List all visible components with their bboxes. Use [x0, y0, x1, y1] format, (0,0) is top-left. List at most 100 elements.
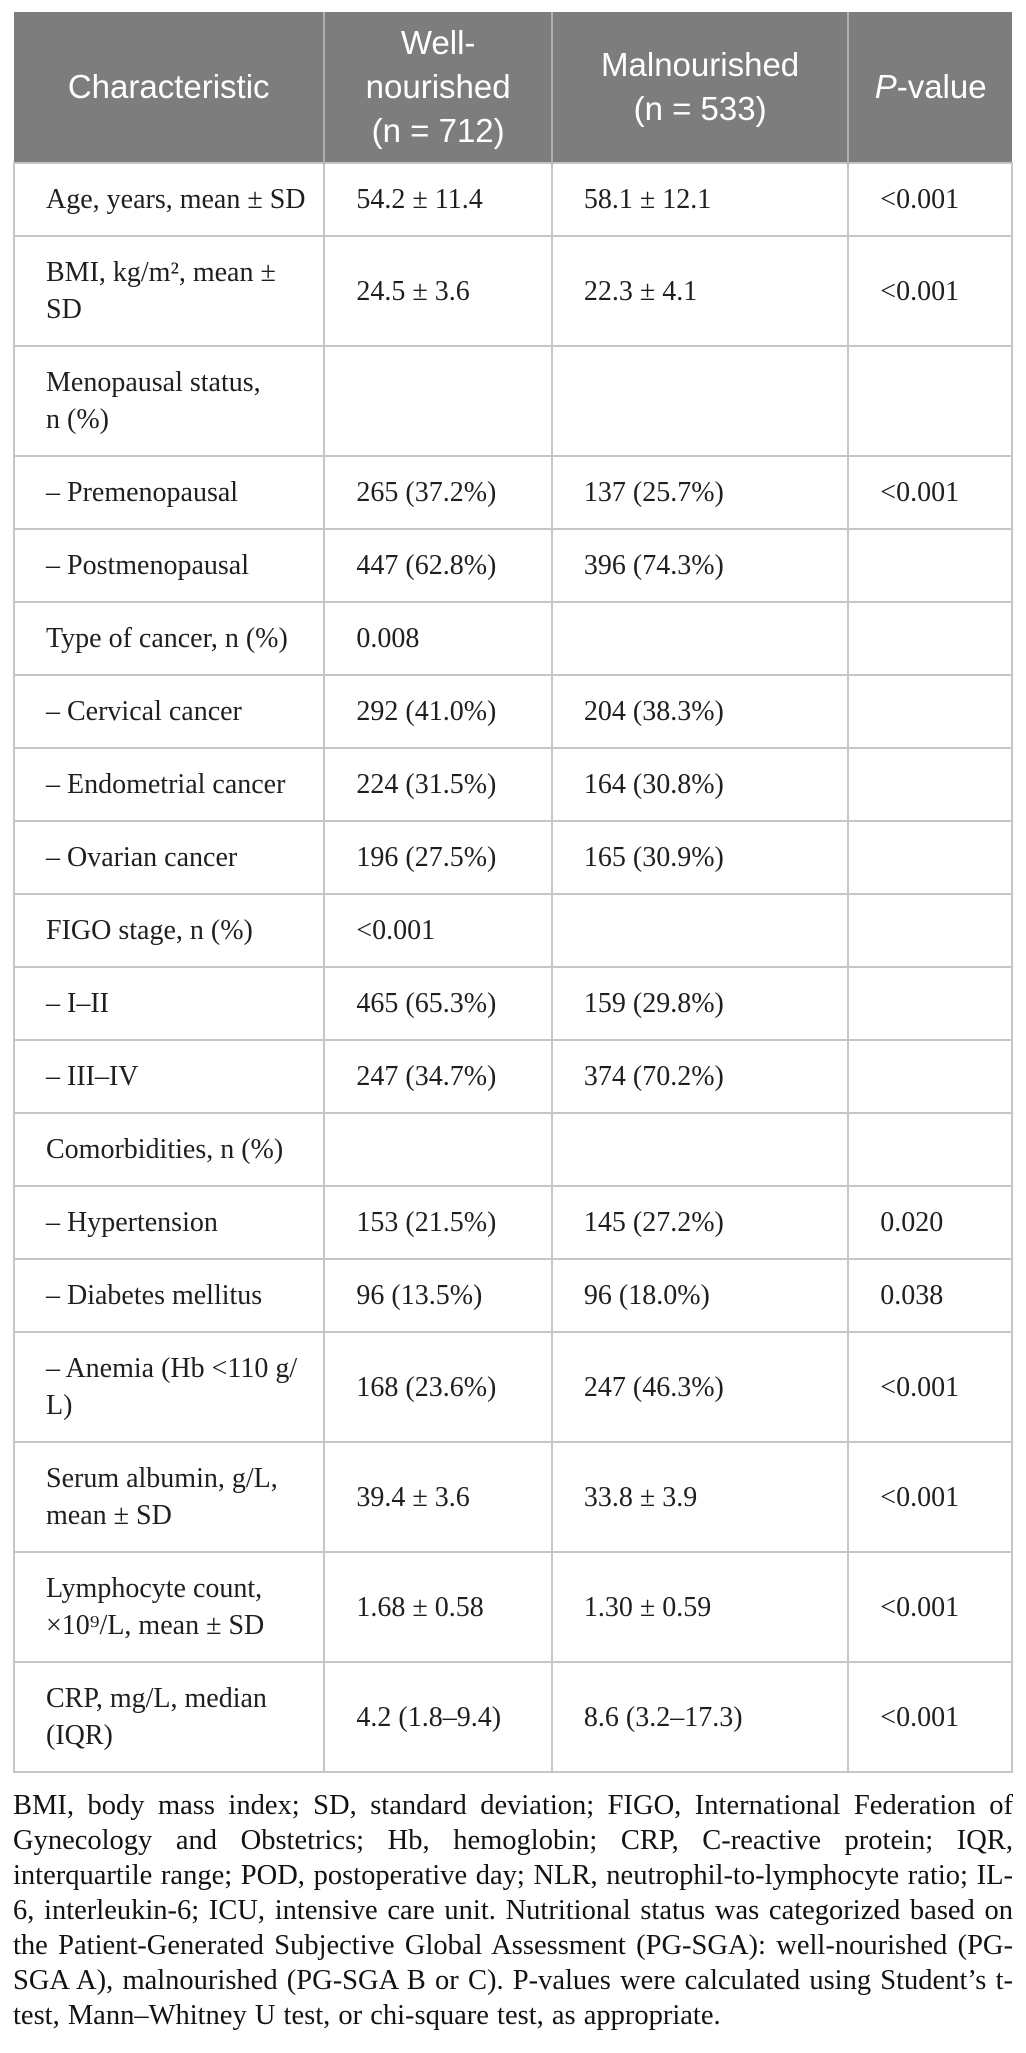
row-label: Comorbidities, n (%): [12, 1112, 326, 1187]
table-row-crp: CRP, mg/L, median (IQR) 4.2 (1.8–9.4) 8.…: [12, 1661, 1013, 1773]
header-well-nourished: Well- nourished (n = 712): [323, 12, 552, 163]
well-nourished-value: 153 (21.5%): [323, 1185, 553, 1260]
malnourished-value: 204 (38.3%): [550, 674, 850, 749]
table-row-cervical-cancer: – Cervical cancer 292 (41.0%) 204 (38.3%…: [12, 674, 1013, 749]
well-nourished-value: 1.68 ± 0.58: [323, 1551, 553, 1663]
well-nourished-value: 447 (62.8%): [323, 528, 553, 603]
row-label: – I–II: [12, 966, 326, 1041]
row-label: FIGO stage, n (%): [12, 893, 326, 968]
p-value: <0.001: [847, 162, 1013, 237]
table-footnote: BMI, body mass index; SD, standard devia…: [13, 1790, 1013, 2031]
well-nourished-value: 224 (31.5%): [323, 747, 553, 822]
well-nourished-value: 265 (37.2%): [323, 455, 553, 530]
p-value: <0.001: [847, 1331, 1013, 1443]
table-header: Characteristic Well- nourished (n = 712)…: [14, 12, 1012, 163]
well-nourished-value: 24.5 ± 3.6: [323, 235, 553, 347]
p-value: [847, 528, 1013, 603]
table-row-anemia: – Anemia (Hb <110 g/ L) 168 (23.6%) 247 …: [12, 1331, 1013, 1443]
table-row-type-of-cancer: Type of cancer, n (%) 0.008: [12, 601, 1013, 676]
p-value-rest: -value: [896, 68, 987, 105]
row-label: – Cervical cancer: [12, 674, 326, 749]
row-label: Menopausal status, n (%): [12, 345, 326, 457]
p-value: <0.001: [847, 1661, 1013, 1773]
p-value: [847, 674, 1013, 749]
row-label: – Diabetes mellitus: [12, 1258, 326, 1333]
well-nourished-value: 4.2 (1.8–9.4): [323, 1661, 553, 1773]
well-nourished-value: [323, 1112, 553, 1187]
row-label: – Hypertension: [12, 1185, 326, 1260]
malnourished-value: 22.3 ± 4.1: [550, 235, 850, 347]
malnourished-value: [550, 1112, 850, 1187]
malnourished-value: [550, 601, 850, 676]
table-row-figo-stage: FIGO stage, n (%) <0.001: [12, 893, 1013, 968]
row-label: Serum albumin, g/L, mean ± SD: [12, 1441, 326, 1553]
table-row-diabetes: – Diabetes mellitus 96 (13.5%) 96 (18.0%…: [12, 1258, 1013, 1333]
header-p-value: P-value: [847, 12, 1012, 163]
table-body: Age, years, mean ± SD 54.2 ± 11.4 58.1 ±…: [12, 162, 1013, 1773]
well-nourished-value: 247 (34.7%): [323, 1039, 553, 1114]
row-label: – Anemia (Hb <110 g/ L): [12, 1331, 326, 1443]
malnourished-value: 137 (25.7%): [550, 455, 850, 530]
row-label: – III–IV: [12, 1039, 326, 1114]
p-value: <0.001: [847, 235, 1013, 347]
p-value: [847, 966, 1013, 1041]
p-value: 0.020: [847, 1185, 1013, 1260]
characteristics-table: Characteristic Well- nourished (n = 712)…: [12, 12, 1013, 1773]
row-label: Lymphocyte count, ×10⁹/L, mean ± SD: [12, 1551, 326, 1663]
table-row-premenopausal: – Premenopausal 265 (37.2%) 137 (25.7%) …: [12, 455, 1013, 530]
p-value-italic-letter: P: [874, 68, 897, 105]
table-row-menopausal-status: Menopausal status, n (%): [12, 345, 1013, 457]
p-value: [847, 820, 1013, 895]
table-row-endometrial-cancer: – Endometrial cancer 224 (31.5%) 164 (30…: [12, 747, 1013, 822]
malnourished-value: 145 (27.2%): [550, 1185, 850, 1260]
table-row-age: Age, years, mean ± SD 54.2 ± 11.4 58.1 ±…: [12, 162, 1013, 237]
well-nourished-value: 196 (27.5%): [323, 820, 553, 895]
malnourished-value: 165 (30.9%): [550, 820, 850, 895]
malnourished-value: [550, 345, 850, 457]
well-nourished-value: [323, 345, 553, 457]
table-row-serum-albumin: Serum albumin, g/L, mean ± SD 39.4 ± 3.6…: [12, 1441, 1013, 1553]
malnourished-value: 96 (18.0%): [550, 1258, 850, 1333]
well-nourished-value: 54.2 ± 11.4: [323, 162, 553, 237]
malnourished-value: 58.1 ± 12.1: [550, 162, 850, 237]
row-label: Age, years, mean ± SD: [12, 162, 326, 237]
p-value: [847, 1039, 1013, 1114]
table-row-stage-iii-iv: – III–IV 247 (34.7%) 374 (70.2%): [12, 1039, 1013, 1114]
p-value: [847, 345, 1013, 457]
p-value: <0.001: [847, 455, 1013, 530]
table-row-comorbidities: Comorbidities, n (%): [12, 1112, 1013, 1187]
table-row-stage-i-ii: – I–II 465 (65.3%) 159 (29.8%): [12, 966, 1013, 1041]
malnourished-value: 1.30 ± 0.59: [550, 1551, 850, 1663]
table-row-ovarian-cancer: – Ovarian cancer 196 (27.5%) 165 (30.9%): [12, 820, 1013, 895]
p-value: [847, 601, 1013, 676]
well-nourished-value: <0.001: [323, 893, 553, 968]
row-label: CRP, mg/L, median (IQR): [12, 1661, 326, 1773]
malnourished-value: [550, 893, 850, 968]
malnourished-value: 159 (29.8%): [550, 966, 850, 1041]
row-label: BMI, kg/m², mean ± SD: [12, 235, 326, 347]
well-nourished-value: 465 (65.3%): [323, 966, 553, 1041]
malnourished-value: 164 (30.8%): [550, 747, 850, 822]
malnourished-value: 8.6 (3.2–17.3): [550, 1661, 850, 1773]
header-row: Characteristic Well- nourished (n = 712)…: [14, 12, 1012, 163]
p-value: <0.001: [847, 1551, 1013, 1663]
p-value: [847, 893, 1013, 968]
row-label: Type of cancer, n (%): [12, 601, 326, 676]
p-value: [847, 747, 1013, 822]
malnourished-value: 33.8 ± 3.9: [550, 1441, 850, 1553]
row-label: – Endometrial cancer: [12, 747, 326, 822]
row-label: – Postmenopausal: [12, 528, 326, 603]
well-nourished-value: 96 (13.5%): [323, 1258, 553, 1333]
malnourished-value: 374 (70.2%): [550, 1039, 850, 1114]
well-nourished-value: 168 (23.6%): [323, 1331, 553, 1443]
table-row-bmi: BMI, kg/m², mean ± SD 24.5 ± 3.6 22.3 ± …: [12, 235, 1013, 347]
well-nourished-value: 39.4 ± 3.6: [323, 1441, 553, 1553]
row-label: – Premenopausal: [12, 455, 326, 530]
table-row-postmenopausal: – Postmenopausal 447 (62.8%) 396 (74.3%): [12, 528, 1013, 603]
table-row-hypertension: – Hypertension 153 (21.5%) 145 (27.2%) 0…: [12, 1185, 1013, 1260]
p-value: 0.038: [847, 1258, 1013, 1333]
header-characteristic: Characteristic: [14, 12, 325, 163]
table-row-lymphocyte-count: Lymphocyte count, ×10⁹/L, mean ± SD 1.68…: [12, 1551, 1013, 1663]
malnourished-value: 247 (46.3%): [550, 1331, 850, 1443]
